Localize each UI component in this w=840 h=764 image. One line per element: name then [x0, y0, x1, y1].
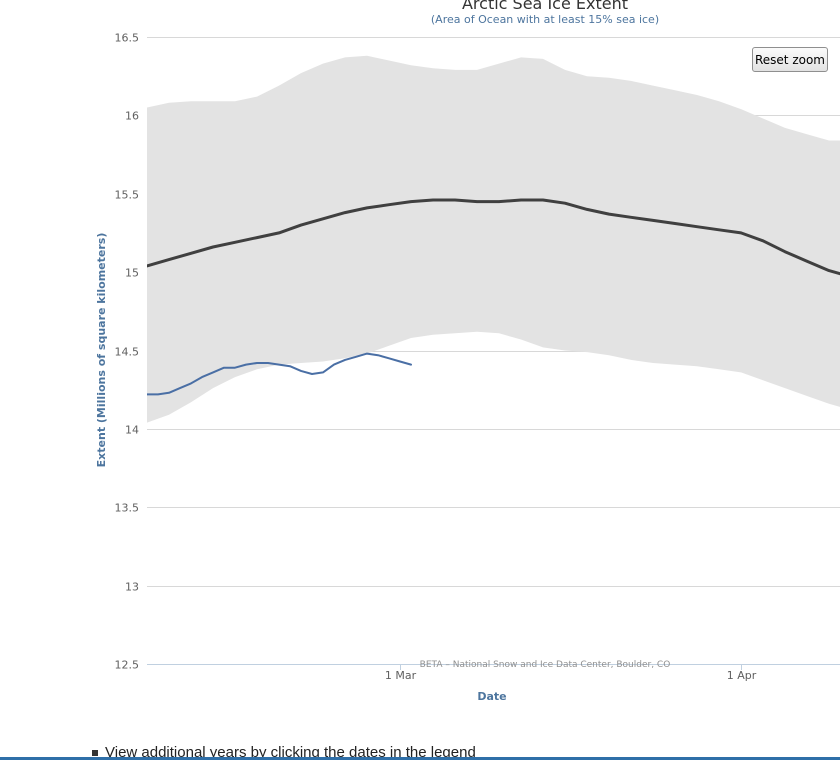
y-tick-label: 14.5: [115, 346, 140, 359]
bottom-divider: [0, 757, 840, 760]
series-lines-layer: [147, 198, 840, 396]
x-tick-label: 1 Mar: [385, 669, 417, 682]
y-tick-label: 16.5: [115, 32, 140, 45]
y-tick-label: 13.5: [115, 502, 140, 515]
y-tick-label: 16: [125, 110, 139, 123]
chart-title: Arctic Sea Ice Extent: [462, 0, 628, 13]
y-tick-label: 14: [125, 424, 139, 437]
legend-hint-text: View additional years by clicking the da…: [105, 744, 476, 761]
legend-hint: View additional years by clicking the da…: [92, 744, 476, 761]
x-tick-label: 1 Apr: [727, 669, 757, 682]
y-tick-label: 12.5: [115, 659, 140, 672]
y-tick-label: 15: [125, 267, 139, 280]
reset-zoom-button[interactable]: Reset zoom: [752, 47, 828, 72]
chart-credits: BETA – National Snow and Ice Data Center…: [420, 660, 671, 670]
y-tick-label: 13: [125, 581, 139, 594]
y-tick-labels: 12.5 13 13.5 14 14.5 15 15.5 16 16.5: [115, 32, 140, 672]
y-tick-label: 15.5: [115, 189, 140, 202]
y-axis-title: Extent (Millions of square kilometers): [95, 233, 108, 468]
x-axis-title: Date: [477, 690, 506, 703]
chart-subtitle: (Area of Ocean with at least 15% sea ice…: [431, 13, 659, 26]
range-band-layer: [147, 55, 840, 423]
bullet-icon: [92, 750, 98, 757]
median-series-line: [147, 198, 840, 276]
interdecile-range-band: [147, 55, 840, 423]
current-year-series-line: [147, 352, 412, 396]
x-tick-labels: 1 Mar 1 Apr: [385, 664, 757, 682]
